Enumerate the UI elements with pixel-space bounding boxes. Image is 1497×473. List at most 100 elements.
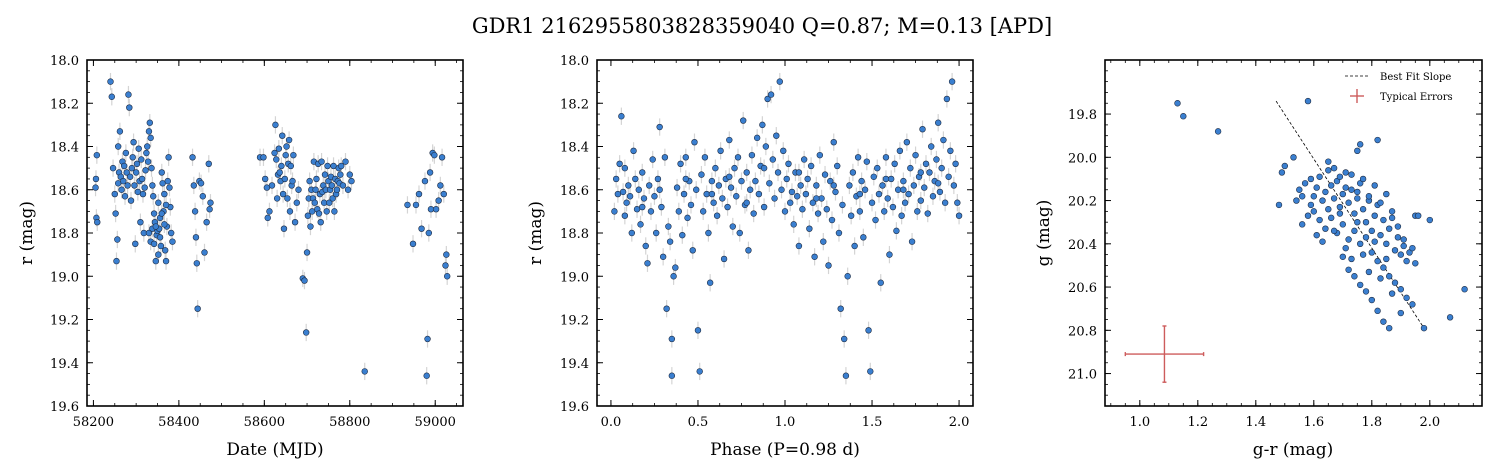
data-point: [736, 229, 743, 237]
data-point: [1371, 212, 1378, 219]
data-point: [868, 199, 876, 206]
data-point: [905, 190, 912, 198]
data-point: [861, 186, 869, 193]
data-point: [795, 242, 803, 250]
data-point: [940, 136, 947, 144]
data-point: [626, 193, 634, 200]
data-point: [404, 201, 411, 209]
data-point: [281, 175, 289, 183]
data-point: [842, 372, 850, 379]
data-point: [126, 104, 133, 111]
data-point: [337, 171, 344, 178]
y-tick-label: 19.4: [50, 357, 79, 372]
data-point: [1336, 173, 1344, 180]
data-point: [922, 160, 930, 168]
data-point: [304, 212, 312, 219]
data-point: [955, 212, 963, 219]
data-point: [1385, 273, 1393, 280]
data-point: [666, 238, 674, 245]
data-point: [693, 186, 700, 193]
data-point: [1362, 288, 1370, 295]
data-point: [691, 138, 698, 146]
data-point: [917, 169, 924, 176]
data-point: [127, 197, 135, 204]
data-point: [1377, 199, 1384, 206]
data-point: [1278, 169, 1286, 176]
data-point: [147, 134, 154, 142]
data-point: [1383, 240, 1390, 248]
data-point: [205, 160, 212, 168]
data-point: [1371, 238, 1378, 245]
data-point: [773, 132, 780, 139]
data-point: [834, 162, 841, 170]
data-point: [677, 160, 684, 168]
data-point: [743, 199, 750, 206]
data-point: [934, 119, 942, 126]
data-point: [141, 184, 148, 191]
data-point: [361, 368, 368, 375]
data-point: [809, 199, 817, 206]
data-point: [339, 182, 347, 189]
data-point: [936, 188, 944, 196]
data-point: [132, 169, 140, 176]
data-point: [1316, 173, 1323, 180]
data-point: [109, 164, 117, 172]
data-point: [612, 175, 620, 183]
y-tick-label: 20.6: [1068, 281, 1097, 296]
data-point: [649, 156, 656, 163]
x-tick-label: 2.0: [949, 415, 970, 430]
data-point: [161, 247, 169, 254]
data-point: [919, 125, 926, 133]
data-point: [656, 186, 663, 193]
data-point: [717, 147, 724, 155]
data-point: [903, 138, 911, 146]
data-point: [1290, 154, 1297, 161]
data-point: [682, 175, 689, 183]
data-point: [743, 169, 750, 176]
data-point: [149, 182, 156, 189]
data-point: [282, 151, 289, 159]
data-point: [301, 277, 308, 284]
data-point: [663, 305, 670, 312]
data-point: [167, 229, 175, 237]
data-point: [712, 164, 719, 172]
plot-area: [92, 72, 451, 385]
data-point: [268, 182, 276, 189]
data-point: [321, 171, 329, 178]
data-point: [112, 210, 119, 217]
data-point: [273, 195, 281, 202]
plot-area: [611, 72, 963, 385]
data-point: [138, 175, 146, 183]
data-point: [158, 210, 165, 217]
data-point: [307, 223, 314, 230]
y-tick-label: 19.6: [50, 400, 79, 415]
data-point: [1345, 236, 1352, 243]
data-point: [135, 145, 142, 152]
data-point: [783, 175, 790, 183]
y-axis-label: r (mag): [17, 201, 37, 265]
y-tick-label: 18.4: [50, 141, 79, 156]
data-point: [133, 160, 141, 168]
data-point: [1351, 273, 1358, 280]
data-point: [659, 253, 667, 260]
data-point: [155, 199, 162, 206]
data-point: [426, 169, 434, 176]
data-point: [847, 212, 855, 219]
data-point: [752, 177, 759, 185]
data-point: [814, 210, 822, 217]
legend: Best Fit Slope Typical Errors: [1340, 65, 1478, 107]
data-point: [802, 190, 810, 198]
data-point: [924, 210, 931, 217]
data-point: [900, 186, 907, 193]
data-point: [313, 175, 320, 183]
data-point: [1414, 212, 1422, 219]
data-point: [858, 177, 865, 185]
data-point: [1377, 275, 1384, 282]
data-point: [851, 242, 858, 250]
data-point: [266, 208, 273, 215]
x-axis-label: Phase (P=0.98 d): [710, 440, 860, 460]
data-point: [193, 260, 201, 267]
data-point: [865, 327, 872, 334]
y-tick-label: 18.2: [50, 97, 79, 112]
data-point: [846, 182, 853, 189]
